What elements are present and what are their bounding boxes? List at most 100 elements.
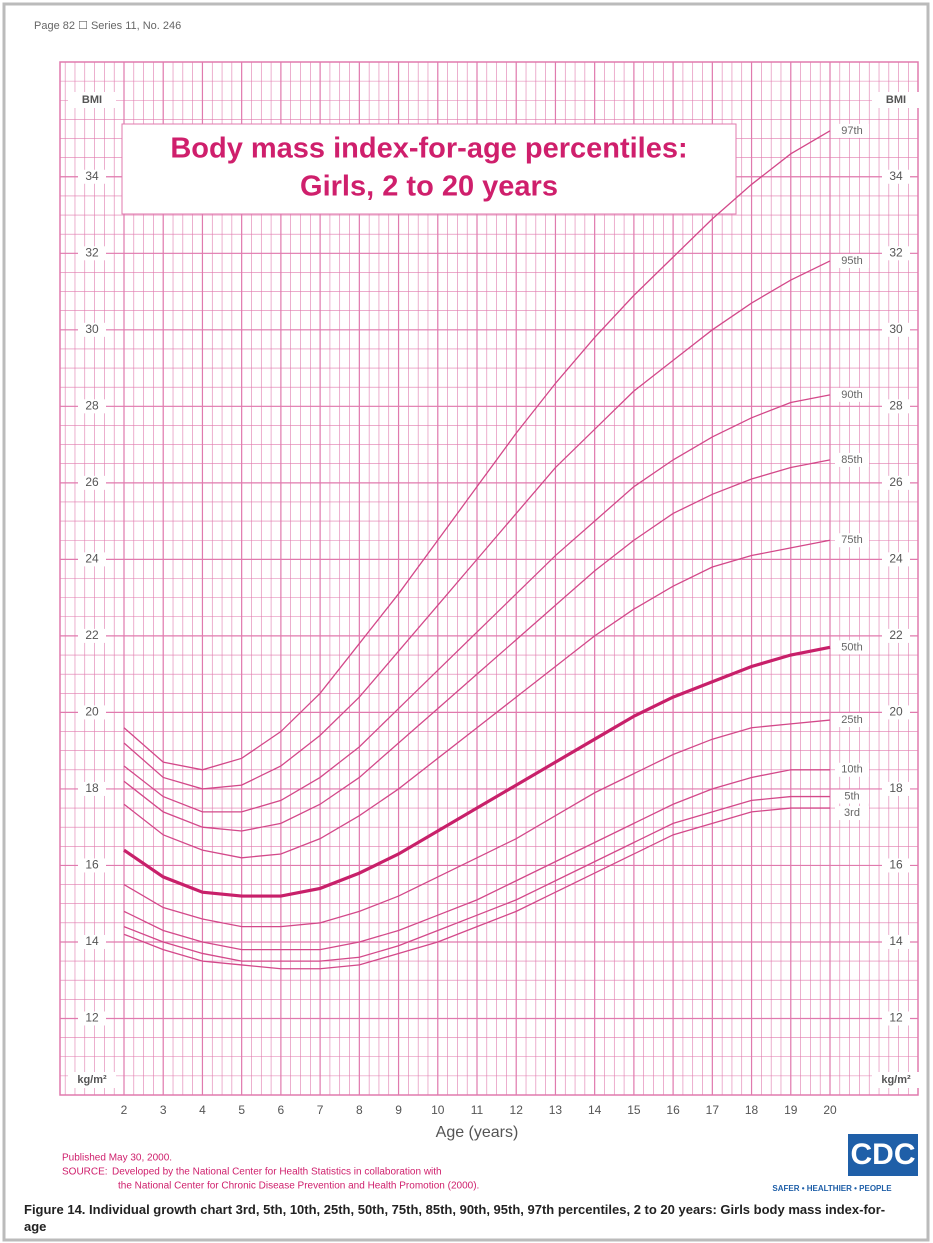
tick-label-bg [78, 858, 106, 873]
x-tick-label: 6 [278, 1103, 285, 1117]
tick-label-bg [78, 246, 106, 261]
y-tick-label: 16 [889, 858, 903, 872]
y-tick-label: 32 [85, 245, 99, 259]
series-label: 50th [841, 641, 862, 653]
y-tick-label: 18 [889, 781, 903, 795]
tick-label-bg [78, 552, 106, 567]
series-label-bg [835, 253, 869, 268]
grid-frame [59, 61, 919, 1096]
x-tick-label: 3 [160, 1103, 167, 1117]
tick-label-bg [882, 781, 910, 796]
series-label: 75th [841, 534, 862, 546]
tick-label-bg [882, 628, 910, 643]
source-line: the National Center for Chronic Disease … [118, 1181, 479, 1192]
tick-label-bg [78, 781, 106, 796]
x-tick-label: 2 [121, 1103, 128, 1117]
series-label-bg [835, 387, 869, 402]
page-header: Page 82 ☐ Series 11, No. 246 [34, 20, 181, 32]
series-label: 10th [841, 764, 862, 776]
axis-label-bg [68, 1072, 116, 1088]
tick-label-bg [882, 322, 910, 337]
percentile-line [123, 539, 831, 859]
y-tick-label: 22 [85, 628, 99, 642]
series-label: 85th [841, 454, 862, 466]
tick-label-bg [882, 1011, 910, 1026]
x-tick-label: 10 [431, 1103, 445, 1117]
percentile-line [123, 645, 831, 898]
tick-label-bg [882, 246, 910, 261]
percentile-line [123, 769, 830, 951]
y-tick-label: 12 [889, 1011, 903, 1025]
tick-label-bg [78, 399, 106, 414]
y-tick-label: 16 [85, 858, 99, 872]
series-label-bg [835, 452, 869, 467]
percentile-line [123, 719, 831, 928]
y-axis-label: kg/m² [77, 1074, 107, 1086]
x-tick-label: 7 [317, 1103, 324, 1117]
series-label: 90th [841, 389, 862, 401]
series-label: 5th [844, 790, 859, 802]
tick-label-bg [78, 475, 106, 490]
percentile-line [123, 394, 831, 813]
axis-label-bg [872, 92, 920, 108]
y-tick-label: 28 [889, 399, 903, 413]
y-axis-label: kg/m² [881, 1074, 911, 1086]
y-tick-label: 14 [85, 934, 99, 948]
series-label: 97th [841, 125, 862, 137]
y-tick-label: 34 [889, 169, 903, 183]
y-tick-label: 12 [85, 1011, 99, 1025]
series-label-bg [835, 713, 869, 728]
tick-label-bg [78, 705, 106, 720]
series-label-bg [835, 806, 869, 821]
y-tick-label: 26 [889, 475, 903, 489]
x-tick-label: 12 [510, 1103, 524, 1117]
tick-label-bg [882, 858, 910, 873]
series-label: 25th [841, 714, 862, 726]
percentile-line [123, 130, 831, 771]
chart-title: Girls, 2 to 20 years [300, 171, 558, 203]
slogan: SAFER • HEALTHIER • PEOPLE [772, 1184, 892, 1193]
tick-label-bg [78, 1011, 106, 1026]
x-tick-label: 18 [745, 1103, 759, 1117]
x-tick-label: 8 [356, 1103, 363, 1117]
series-label-bg [835, 640, 869, 655]
series-label-bg [835, 123, 869, 138]
y-tick-label: 34 [85, 169, 99, 183]
y-tick-label: 32 [889, 245, 903, 259]
series-label: 95th [841, 255, 862, 267]
y-tick-label: 20 [85, 705, 99, 719]
x-axis-label: Age (years) [436, 1124, 519, 1141]
tick-label-bg [78, 934, 106, 949]
x-tick-label: 11 [471, 1103, 484, 1117]
tick-label-bg [882, 552, 910, 567]
percentile-line [123, 807, 830, 970]
x-tick-label: 4 [199, 1103, 206, 1117]
y-axis-label: BMI [82, 94, 102, 106]
series-label-bg [835, 762, 869, 777]
y-tick-label: 22 [889, 628, 903, 642]
tick-label-bg [78, 628, 106, 643]
y-axis-label: BMI [886, 94, 906, 106]
percentile-line [123, 260, 831, 790]
y-tick-label: 28 [85, 399, 99, 413]
x-tick-label: 9 [395, 1103, 402, 1117]
x-tick-label: 19 [784, 1103, 798, 1117]
y-tick-label: 24 [85, 552, 99, 566]
series-label-bg [835, 533, 869, 548]
axis-label-bg [68, 92, 116, 108]
y-tick-label: 18 [85, 781, 99, 795]
tick-label-bg [882, 399, 910, 414]
y-tick-label: 24 [889, 552, 903, 566]
source-line: Developed by the National Center for Hea… [112, 1167, 442, 1178]
y-tick-label: 14 [889, 934, 903, 948]
tick-label-bg [78, 169, 106, 184]
x-tick-label: 14 [588, 1103, 602, 1117]
tick-label-bg [882, 475, 910, 490]
tick-label-bg [882, 934, 910, 949]
chart-title: Body mass index-for-age percentiles: [170, 133, 687, 165]
title-box [121, 123, 737, 215]
series-label: 3rd [844, 807, 860, 819]
x-tick-label: 20 [823, 1103, 837, 1117]
